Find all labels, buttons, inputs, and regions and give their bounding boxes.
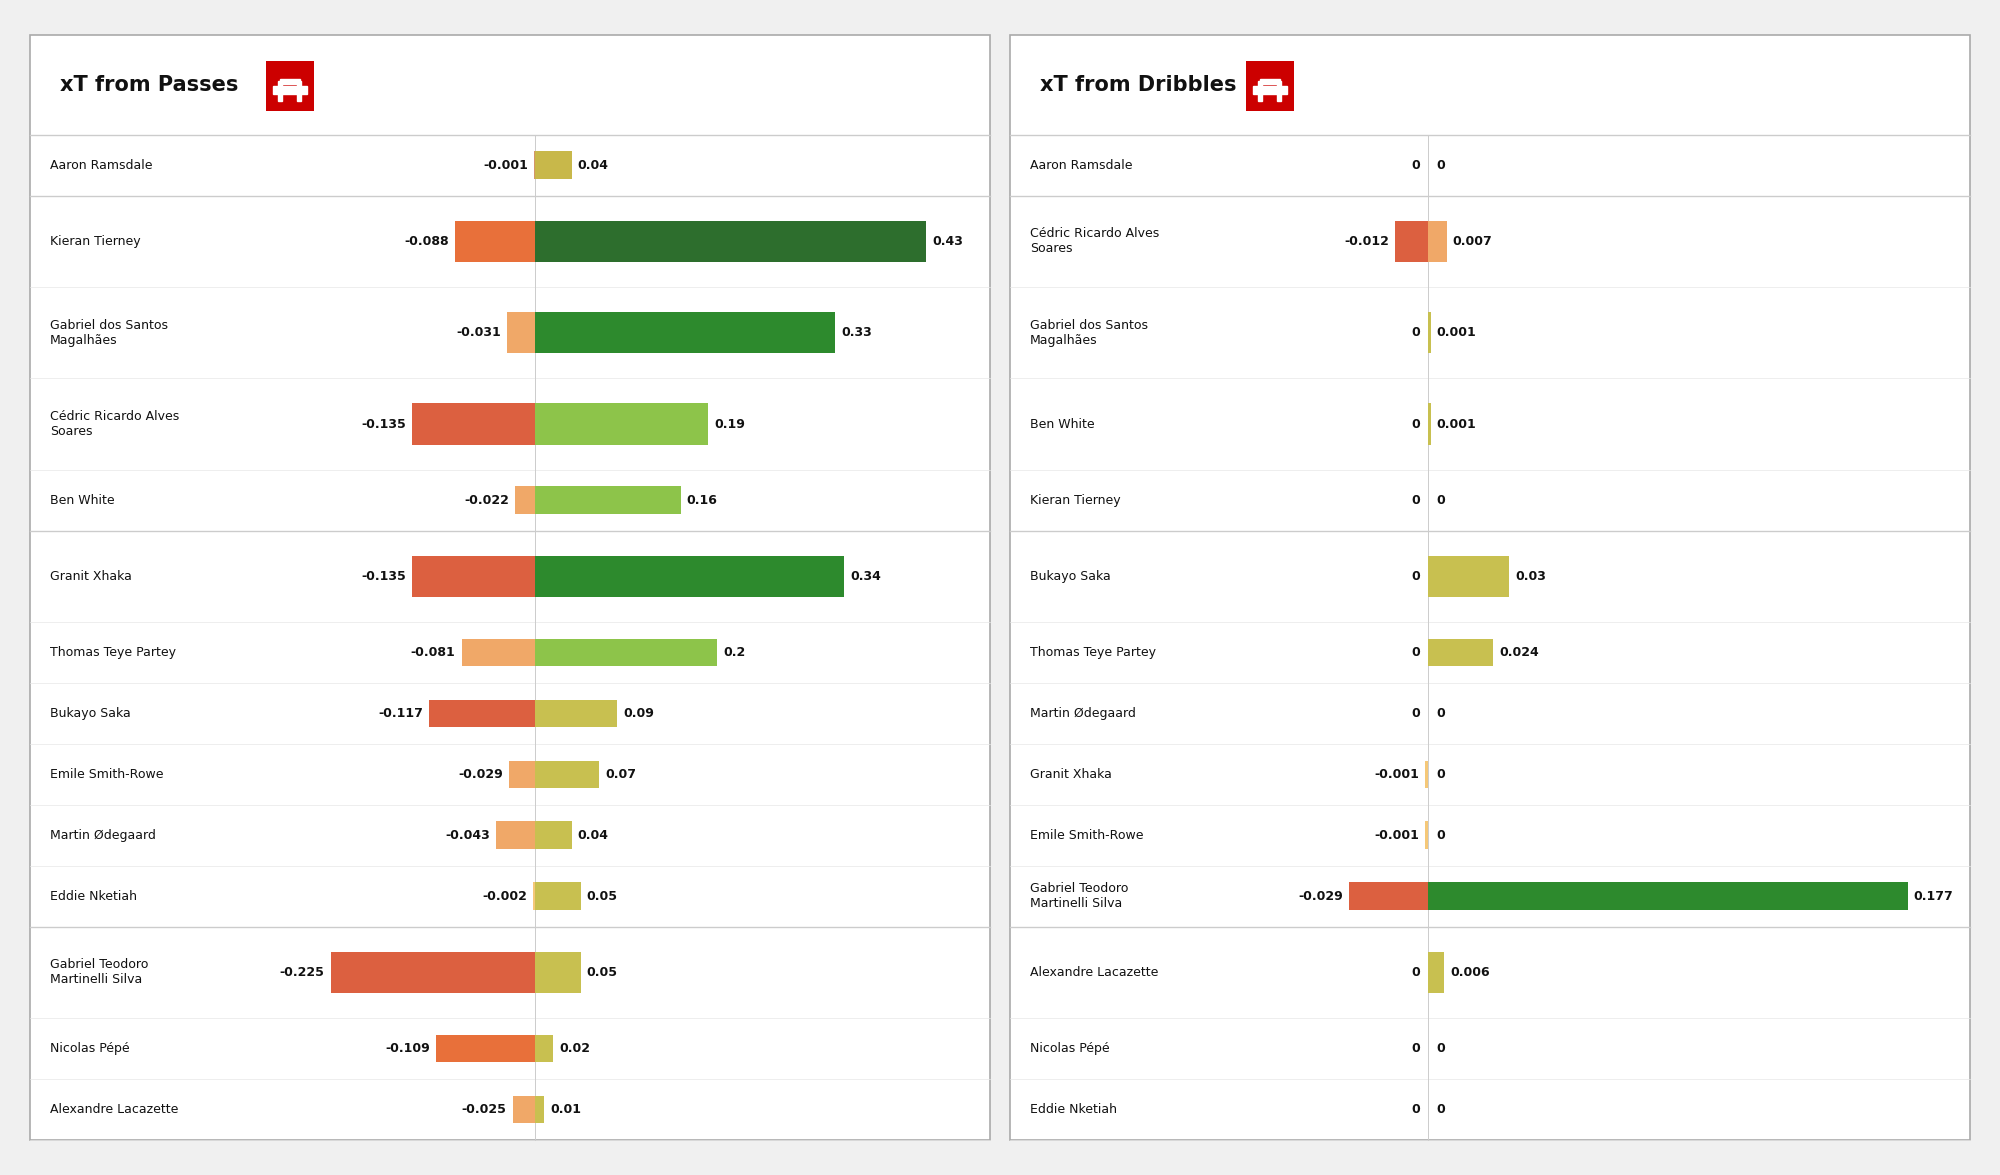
Bar <box>274 86 306 94</box>
Text: Gabriel dos Santos
Magalhães: Gabriel dos Santos Magalhães <box>1030 318 1148 347</box>
Text: 0: 0 <box>1412 159 1420 172</box>
Text: Martin Ødegaard: Martin Ødegaard <box>50 828 156 841</box>
Text: Alexandre Lacazette: Alexandre Lacazette <box>50 1103 178 1116</box>
Bar <box>280 79 300 83</box>
Text: Gabriel dos Santos
Magalhães: Gabriel dos Santos Magalhães <box>50 318 168 347</box>
Text: Alexandre Lacazette: Alexandre Lacazette <box>1030 966 1158 979</box>
Text: Gabriel Teodoro
Martinelli Silva: Gabriel Teodoro Martinelli Silva <box>50 959 148 986</box>
Text: Emile Smith-Rowe: Emile Smith-Rowe <box>50 767 164 780</box>
Text: -0.022: -0.022 <box>464 494 510 506</box>
Text: Eddie Nketiah: Eddie Nketiah <box>50 889 136 902</box>
Text: 0.34: 0.34 <box>850 570 882 583</box>
Text: Ben White: Ben White <box>50 494 114 506</box>
Text: 0: 0 <box>1412 327 1420 340</box>
Text: Bukayo Saka: Bukayo Saka <box>50 707 130 720</box>
Text: xT from Dribbles: xT from Dribbles <box>1040 75 1236 95</box>
Text: -0.029: -0.029 <box>1298 889 1344 902</box>
Text: 0: 0 <box>1436 707 1444 720</box>
Text: 0: 0 <box>1436 828 1444 841</box>
Bar <box>1254 86 1286 94</box>
Text: -0.031: -0.031 <box>456 327 502 340</box>
Text: Aaron Ramsdale: Aaron Ramsdale <box>50 159 152 172</box>
Text: 0.177: 0.177 <box>1914 889 1954 902</box>
Text: -0.135: -0.135 <box>362 570 406 583</box>
Bar <box>278 81 282 101</box>
Text: 0: 0 <box>1436 1103 1444 1116</box>
Text: -0.117: -0.117 <box>378 707 422 720</box>
Text: 0.03: 0.03 <box>1516 570 1546 583</box>
Text: -0.025: -0.025 <box>462 1103 506 1116</box>
Text: 0: 0 <box>1412 570 1420 583</box>
Text: Bukayo Saka: Bukayo Saka <box>1030 570 1110 583</box>
Text: -0.001: -0.001 <box>1374 828 1420 841</box>
Text: Eddie Nketiah: Eddie Nketiah <box>1030 1103 1116 1116</box>
Text: -0.012: -0.012 <box>1344 235 1390 248</box>
Text: -0.029: -0.029 <box>458 767 502 780</box>
Text: 0: 0 <box>1412 966 1420 979</box>
Text: 0.19: 0.19 <box>714 417 744 430</box>
Text: Cédric Ricardo Alves
Soares: Cédric Ricardo Alves Soares <box>50 410 180 438</box>
Text: -0.109: -0.109 <box>386 1042 430 1055</box>
Text: 0.2: 0.2 <box>724 646 746 659</box>
Text: Nicolas Pépé: Nicolas Pépé <box>50 1042 130 1055</box>
Bar <box>298 81 302 101</box>
Text: -0.088: -0.088 <box>404 235 450 248</box>
Text: 0: 0 <box>1436 494 1444 506</box>
Text: 0: 0 <box>1436 767 1444 780</box>
Text: Emile Smith-Rowe: Emile Smith-Rowe <box>1030 828 1144 841</box>
Text: 0.09: 0.09 <box>624 707 654 720</box>
Text: -0.001: -0.001 <box>1374 767 1420 780</box>
Text: 0: 0 <box>1412 494 1420 506</box>
Text: Ben White: Ben White <box>1030 417 1094 430</box>
Text: -0.043: -0.043 <box>446 828 490 841</box>
Text: -0.135: -0.135 <box>362 417 406 430</box>
Text: 0.006: 0.006 <box>1450 966 1490 979</box>
Bar <box>1258 81 1262 101</box>
Text: 0.04: 0.04 <box>578 828 608 841</box>
Text: 0.007: 0.007 <box>1452 235 1492 248</box>
Text: -0.001: -0.001 <box>484 159 528 172</box>
Text: 0.001: 0.001 <box>1436 417 1476 430</box>
Text: 0.05: 0.05 <box>586 966 618 979</box>
Text: 0: 0 <box>1412 1103 1420 1116</box>
Text: 0.02: 0.02 <box>560 1042 590 1055</box>
Text: 0: 0 <box>1436 159 1444 172</box>
Text: xT from Passes: xT from Passes <box>60 75 238 95</box>
Text: Gabriel Teodoro
Martinelli Silva: Gabriel Teodoro Martinelli Silva <box>1030 882 1128 911</box>
Bar <box>1278 81 1282 101</box>
Text: Thomas Teye Partey: Thomas Teye Partey <box>50 646 176 659</box>
Text: Martin Ødegaard: Martin Ødegaard <box>1030 707 1136 720</box>
Text: 0: 0 <box>1412 1042 1420 1055</box>
Text: Kieran Tierney: Kieran Tierney <box>50 235 140 248</box>
Bar <box>1260 79 1280 83</box>
Text: 0.01: 0.01 <box>550 1103 582 1116</box>
Text: Thomas Teye Partey: Thomas Teye Partey <box>1030 646 1156 659</box>
Text: 0.43: 0.43 <box>932 235 964 248</box>
Text: -0.225: -0.225 <box>280 966 324 979</box>
Text: Nicolas Pépé: Nicolas Pépé <box>1030 1042 1110 1055</box>
Text: Granit Xhaka: Granit Xhaka <box>50 570 132 583</box>
Text: Granit Xhaka: Granit Xhaka <box>1030 767 1112 780</box>
Text: Aaron Ramsdale: Aaron Ramsdale <box>1030 159 1132 172</box>
Text: Kieran Tierney: Kieran Tierney <box>1030 494 1120 506</box>
Text: Cédric Ricardo Alves
Soares: Cédric Ricardo Alves Soares <box>1030 227 1160 255</box>
Text: -0.002: -0.002 <box>482 889 528 902</box>
Text: 0.16: 0.16 <box>686 494 718 506</box>
Text: 0: 0 <box>1412 707 1420 720</box>
Text: 0.001: 0.001 <box>1436 327 1476 340</box>
Text: 0: 0 <box>1436 1042 1444 1055</box>
Text: -0.081: -0.081 <box>410 646 456 659</box>
Text: 0.024: 0.024 <box>1498 646 1538 659</box>
Text: 0.07: 0.07 <box>604 767 636 780</box>
Text: 0.33: 0.33 <box>842 327 872 340</box>
Text: 0.04: 0.04 <box>578 159 608 172</box>
Text: 0: 0 <box>1412 417 1420 430</box>
Text: 0: 0 <box>1412 646 1420 659</box>
Text: 0.05: 0.05 <box>586 889 618 902</box>
